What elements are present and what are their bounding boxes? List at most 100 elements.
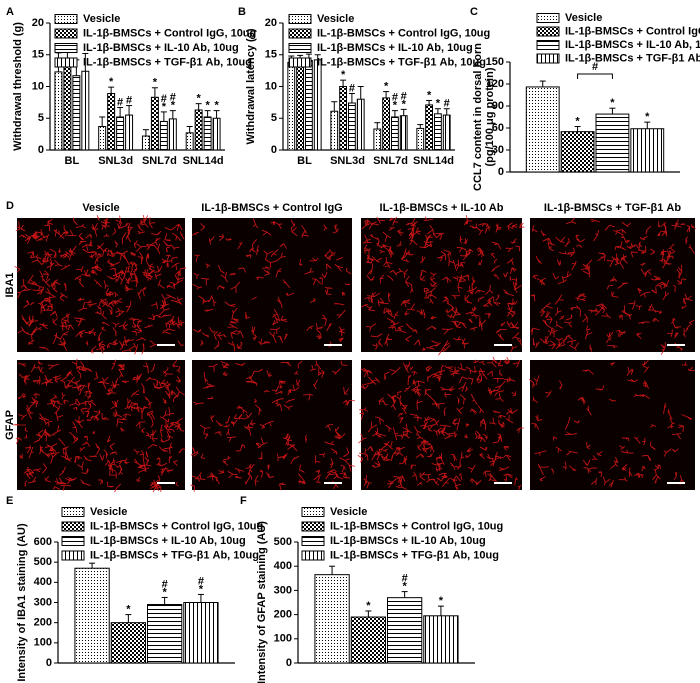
legend-swatch [301, 550, 325, 561]
bar [107, 92, 116, 151]
error-bar [126, 105, 133, 116]
y-tick-label: 120 [486, 78, 504, 90]
bar [194, 109, 203, 151]
y-tick-label: 5 [271, 112, 277, 124]
significance-mark: * [439, 595, 444, 607]
bar [350, 616, 386, 664]
bar [373, 128, 382, 151]
significance-mark: # [170, 92, 176, 104]
x-tick-label: SNL7d [142, 155, 177, 167]
significance-mark: # [126, 94, 132, 106]
significance-mark: # [198, 575, 204, 587]
bar [203, 116, 212, 151]
x-tick-label: BL [297, 155, 312, 167]
y-axis-label: (pg/100 μg protein) [484, 67, 496, 166]
y-axis-label: Withdrawal threshold (g) [12, 22, 24, 151]
bar [399, 115, 408, 151]
y-tick-label: 400 [34, 576, 52, 588]
error-bar [443, 108, 450, 116]
bar [185, 132, 194, 151]
error-bar [539, 80, 546, 87]
legend-label: IL-1β-BMSCs + TGF-β1 Ab, 10ug [565, 52, 700, 64]
y-axis-label: Withdrawal latency (s) [245, 28, 257, 144]
legend-swatch [301, 507, 325, 517]
micrograph [357, 356, 524, 491]
significance-mark: * [109, 76, 114, 88]
legend-swatch [61, 536, 85, 546]
bar [339, 86, 347, 151]
error-bar [383, 91, 390, 98]
legend-swatch [61, 507, 85, 517]
error-bar [329, 565, 336, 575]
error-bar [89, 562, 96, 569]
error-bar [340, 79, 347, 87]
column-header: IL-1β-BMSCs + TGF-β1 Ab [544, 202, 681, 214]
bar [183, 602, 219, 664]
bar [141, 135, 150, 151]
significance-mark: * [403, 581, 408, 593]
micrograph [190, 360, 356, 492]
significance-mark: # [162, 578, 168, 590]
micrograph [528, 359, 695, 490]
bar [110, 622, 146, 664]
bar [54, 71, 63, 151]
significance-mark: * [645, 111, 650, 123]
bar [595, 113, 630, 173]
legend-label: Vesicle [317, 13, 354, 25]
significance-mark: * [214, 100, 219, 112]
error-bar [609, 107, 616, 115]
significance-mark: * [341, 69, 346, 81]
bar [382, 97, 390, 151]
panel-letter: F [240, 495, 247, 507]
y-tick-label: 300 [274, 584, 292, 596]
y-tick-label: 400 [274, 560, 292, 572]
cell-signal [192, 218, 352, 352]
error-bar [213, 110, 220, 119]
legend-label: IL-1β-BMSCs + TGF-β1 Ab, 10ug [83, 56, 252, 68]
legend-swatch [61, 521, 85, 532]
error-bar [426, 99, 433, 105]
legend-label: Vesicle [565, 12, 602, 24]
bar [116, 116, 125, 151]
cell-signal [530, 217, 696, 355]
legend-label: IL-1β-BMSCs + IL-10 Ab, 10ug [317, 42, 473, 54]
significance-mark: * [436, 98, 441, 110]
cell-signal [360, 214, 525, 356]
micrograph-background [192, 218, 352, 352]
legend-label: IL-1β-BMSCs + Control IgG, 10ug [565, 25, 700, 37]
legend-swatch [536, 26, 560, 37]
y-tick-label: 60 [492, 122, 504, 134]
y-tick-label: 0 [271, 144, 277, 156]
bar [212, 117, 221, 151]
bar [416, 127, 425, 151]
y-tick-label: 100 [34, 637, 52, 649]
error-bar [82, 52, 89, 72]
bar [348, 102, 356, 151]
x-tick-label: SNL3d [98, 155, 133, 167]
micrograph [192, 218, 352, 352]
bar [63, 65, 72, 151]
y-tick-label: 15 [32, 49, 44, 61]
legend-swatch [288, 14, 312, 24]
y-tick-label: 30 [492, 144, 504, 156]
y-tick-label: 500 [274, 536, 292, 548]
error-bar [204, 110, 211, 117]
y-tick-label: 15 [265, 49, 277, 61]
bar [150, 96, 159, 151]
significance-mark: # [401, 90, 407, 102]
legend-label: IL-1β-BMSCs + TFG-β1 Ab, 10ug [330, 549, 499, 561]
error-bar [400, 108, 407, 116]
cell-signal [357, 356, 524, 491]
significance-mark: * [610, 97, 615, 109]
bar [305, 59, 313, 151]
legend-swatch [301, 521, 325, 532]
error-bar [357, 86, 364, 100]
error-bar [401, 591, 408, 598]
bracket-label: # [592, 61, 598, 73]
error-bar [417, 124, 424, 129]
bar [159, 120, 168, 151]
bar [630, 128, 665, 173]
y-axis-label: Intensity of IBA1 staining (AU) [16, 523, 28, 682]
cell-signal [528, 359, 695, 488]
